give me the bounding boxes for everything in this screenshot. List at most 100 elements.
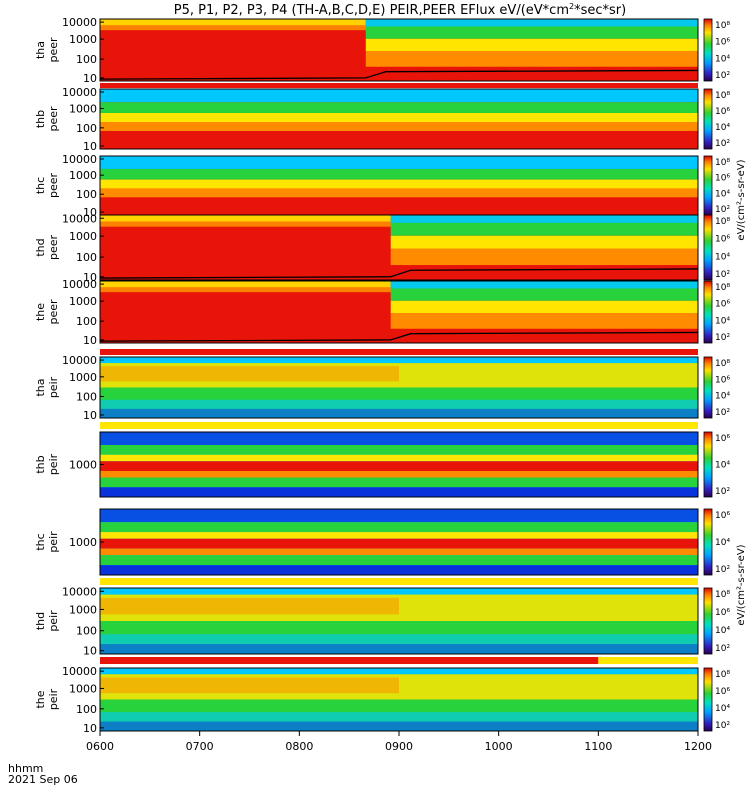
band-pre-edge bbox=[100, 19, 366, 26]
panel-thb-peer: 10000 1000 100 10 thb peer 10⁸ 10⁶ 10⁴ 10² bbox=[34, 86, 730, 153]
y-tick-label: 10 bbox=[83, 409, 97, 422]
colorbar-tick-label: 10⁴ bbox=[715, 252, 730, 262]
colorbar-tick-label: 10⁴ bbox=[715, 538, 730, 548]
band-top bbox=[100, 432, 698, 445]
band-post-orange bbox=[390, 313, 698, 329]
status-bar-segment bbox=[100, 657, 599, 664]
colorbar-tick-label: 10⁶ bbox=[715, 300, 730, 310]
x-axis: 0600 0700 0800 0900 1000 1100 1200 bbox=[86, 731, 712, 753]
y-tick-label: 100 bbox=[76, 625, 97, 638]
y-tick-label: 10000 bbox=[62, 86, 97, 99]
panel-frame bbox=[99, 587, 699, 655]
band-top-green bbox=[100, 102, 698, 113]
band-post-orange bbox=[390, 248, 698, 266]
colorbar-tick-label: 10⁸ bbox=[715, 158, 730, 168]
x-axis-label-hhmm: hhmm bbox=[8, 762, 43, 775]
panel-frame bbox=[99, 356, 699, 419]
colorbar-tick-label: 10⁴ bbox=[715, 316, 730, 326]
band-green-low bbox=[100, 555, 698, 566]
band-bottom bbox=[100, 487, 698, 497]
y-tick-label: 10000 bbox=[62, 354, 97, 367]
spacecraft-potential-line bbox=[99, 69, 699, 80]
band-yellow bbox=[100, 532, 698, 539]
colorbar bbox=[703, 280, 713, 344]
y-tick-label: 10000 bbox=[62, 278, 97, 291]
band-orange bbox=[100, 548, 698, 556]
x-tick-label: 0700 bbox=[186, 740, 214, 753]
panel-label-instrument: peir bbox=[47, 453, 60, 475]
y-tick-label: 1000 bbox=[69, 536, 97, 549]
colorbar-tick-label: 10⁶ bbox=[715, 38, 730, 48]
y-tick-label: 1000 bbox=[69, 33, 97, 46]
panel-tha-peir: 10000 1000 100 10 tha peir 10⁸ 10⁶ 10⁴ 10² bbox=[34, 354, 730, 422]
y-tick-label: 100 bbox=[76, 251, 97, 264]
colorbar bbox=[703, 155, 713, 216]
band-post-cyan bbox=[390, 215, 698, 223]
status-bar-segment bbox=[100, 578, 698, 585]
colorbar-label-peir: eV/(cm²-s-sr-eV) bbox=[736, 544, 747, 625]
band-post-yellow bbox=[365, 38, 698, 52]
colorbar-tick-label: 10⁶ bbox=[715, 235, 730, 245]
colorbar-tick-label: 10⁴ bbox=[715, 189, 730, 199]
status-bar bbox=[100, 422, 698, 429]
band-top bbox=[100, 668, 698, 675]
status-bar bbox=[100, 578, 698, 585]
y-tick-label: 10 bbox=[83, 271, 97, 284]
band-top bbox=[100, 588, 698, 595]
y-tick-label: 100 bbox=[76, 188, 97, 201]
colorbar-tick-label: 10⁴ bbox=[715, 704, 730, 714]
spacecraft-potential-line bbox=[99, 268, 699, 279]
x-tick-label: 0900 bbox=[385, 740, 413, 753]
y-tick-label: 100 bbox=[76, 315, 97, 328]
y-tick-label: 1000 bbox=[69, 371, 97, 384]
band-bottom bbox=[100, 408, 698, 418]
band-mid-yellow bbox=[100, 113, 698, 122]
band-bottom bbox=[100, 644, 698, 654]
status-bar-segment bbox=[598, 657, 698, 664]
colorbar-tick-label: 10⁶ bbox=[715, 107, 730, 117]
colorbar-tick-label: 10² bbox=[715, 205, 730, 215]
x-tick-label: 0600 bbox=[86, 740, 114, 753]
colorbar bbox=[703, 356, 713, 419]
y-tick-label: 10000 bbox=[62, 16, 97, 29]
band-orange bbox=[100, 597, 399, 615]
colorbar-tick-label: 10² bbox=[715, 644, 730, 654]
panel-the-peir: 10000 1000 100 10 the peir 10⁸ 10⁶ 10⁴ 10² bbox=[34, 665, 730, 735]
colorbar bbox=[703, 431, 713, 498]
panel-label-instrument: peer bbox=[47, 173, 60, 199]
colorbar-tick-label: 10² bbox=[715, 71, 730, 81]
band-post-cyan bbox=[365, 19, 698, 27]
band-orange bbox=[100, 366, 399, 382]
panel-label-probe: thc bbox=[34, 533, 47, 550]
y-tick-label: 100 bbox=[76, 390, 97, 403]
colorbar-tick-label: 10² bbox=[715, 487, 730, 497]
panel-label-probe: the bbox=[34, 303, 47, 321]
band-post-yellow bbox=[390, 300, 698, 314]
y-tick-label: 1000 bbox=[69, 102, 97, 115]
y-tick-label: 10000 bbox=[62, 212, 97, 225]
y-tick-label: 1000 bbox=[69, 295, 97, 308]
band-pre-edge bbox=[100, 281, 391, 288]
band-orange bbox=[100, 677, 399, 694]
colorbar-tick-label: 10⁸ bbox=[715, 283, 730, 293]
colorbar-tick-label: 10² bbox=[715, 333, 730, 343]
band-top bbox=[100, 357, 698, 364]
x-axis-label-date: 2021 Sep 06 bbox=[8, 773, 78, 786]
colorbar-tick-label: 10⁴ bbox=[715, 461, 730, 471]
colorbar-tick-label: 10⁸ bbox=[715, 670, 730, 680]
y-tick-label: 10000 bbox=[62, 665, 97, 678]
panel-label-instrument: peir bbox=[47, 610, 60, 632]
band-low-energy bbox=[100, 69, 698, 81]
y-tick-label: 10 bbox=[83, 334, 97, 347]
chart-title: P5, P1, P2, P3, P4 (TH-A,B,C,D,E) PEIR,P… bbox=[174, 2, 626, 18]
band-red bbox=[100, 461, 698, 471]
colorbar-tick-label: 10⁸ bbox=[715, 21, 730, 31]
band-mid-orange bbox=[100, 188, 698, 198]
panel-frame bbox=[99, 88, 699, 150]
panel-label-instrument: peir bbox=[47, 688, 60, 710]
band-bottom bbox=[100, 565, 698, 575]
spacecraft-potential-line bbox=[99, 331, 699, 342]
panel-label-probe: thd bbox=[34, 612, 47, 630]
